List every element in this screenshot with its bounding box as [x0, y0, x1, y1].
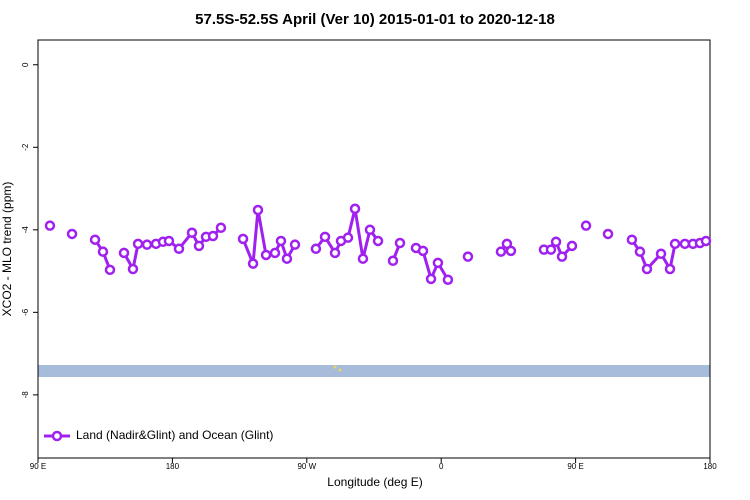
x-tick-label: 180 [703, 462, 717, 471]
data-point [215, 222, 227, 233]
data-point [580, 220, 592, 231]
data-point [626, 234, 638, 245]
data-point [329, 247, 341, 259]
data-point [357, 253, 369, 264]
data-point [44, 220, 56, 231]
x-tick-label: 0 [439, 462, 444, 471]
data-point [545, 244, 557, 255]
data-point [66, 228, 78, 240]
data-point [442, 274, 454, 285]
x-tick-label: 90 E [30, 462, 46, 471]
data-point [641, 263, 653, 275]
data-point [260, 249, 272, 261]
data-point [664, 263, 676, 275]
data-point [679, 238, 691, 250]
data-point [186, 227, 198, 238]
legend: Land (Nadir&Glint) and Ocean (Glint) [44, 428, 273, 442]
data-point [432, 257, 444, 269]
data-point [173, 243, 185, 255]
chart-title: 57.5S-52.5S April (Ver 10) 2015-01-01 to… [195, 11, 555, 28]
data-point [655, 248, 667, 259]
plot-frame [37, 39, 711, 459]
y-tick-label: 0 [21, 62, 30, 67]
data-point [89, 234, 101, 245]
land-speck [333, 365, 337, 369]
data-point [634, 246, 646, 257]
data-point [104, 264, 116, 276]
x-tick-label: 90 W [297, 462, 316, 471]
data-point [550, 236, 562, 248]
data-point [556, 251, 568, 262]
data-point [97, 246, 109, 257]
data-point [319, 231, 331, 243]
data-point [275, 235, 287, 247]
land-strip [38, 365, 710, 377]
data-point [394, 237, 406, 249]
data-point [495, 246, 507, 257]
y-tick-label: -8 [21, 391, 30, 399]
data-point [310, 243, 322, 255]
data-point [602, 228, 614, 240]
data-point [281, 253, 293, 264]
legend-marker [51, 430, 63, 442]
x-tick-label: 180 [166, 462, 180, 471]
data-point [425, 273, 437, 285]
data-point [247, 258, 259, 269]
data-point [566, 240, 578, 252]
data-point [207, 230, 219, 242]
data-point [669, 238, 681, 250]
data-point [462, 251, 474, 262]
data-point [141, 239, 153, 250]
data-point [193, 240, 205, 252]
data-point [700, 235, 712, 247]
data-point [505, 245, 517, 257]
data-point [132, 238, 144, 250]
y-tick-label: -6 [21, 308, 30, 316]
data-point [269, 247, 281, 259]
data-point [118, 247, 130, 259]
data-point [387, 255, 399, 267]
data-point [127, 263, 139, 275]
data-point [237, 233, 249, 245]
y-tick-label: -4 [21, 226, 30, 234]
land-speck [338, 368, 342, 372]
legend-label: Land (Nadir&Glint) and Ocean (Glint) [76, 428, 273, 442]
data-point [417, 245, 429, 257]
data-point [163, 235, 175, 247]
data-point [372, 235, 384, 247]
y-tick-label: -2 [21, 143, 30, 151]
data-point [364, 224, 376, 236]
data-point [252, 204, 264, 216]
y-axis-label: XCO2 - MLO trend (ppm) [0, 182, 14, 317]
data-point [349, 203, 361, 215]
data-point [342, 232, 354, 243]
data-point [289, 239, 301, 250]
x-axis-label: Longitude (deg E) [327, 475, 422, 489]
x-tick-label: 90 E [567, 462, 583, 471]
